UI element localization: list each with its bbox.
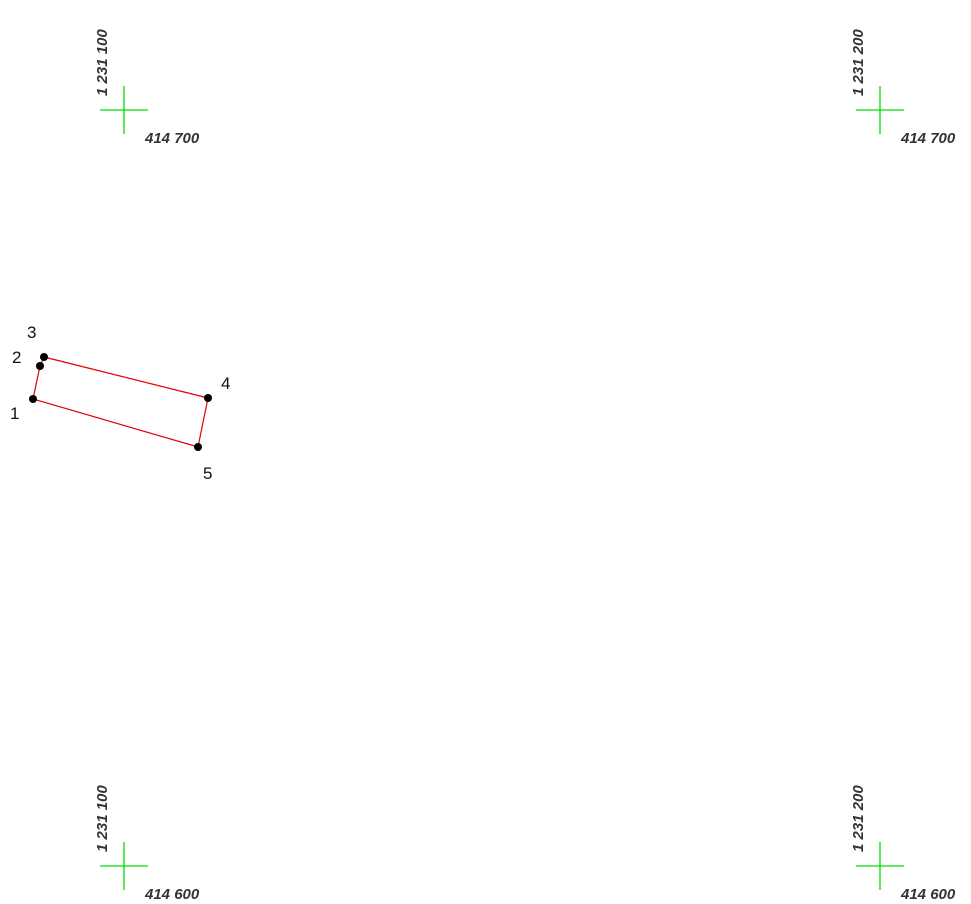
grid-northing-label: 1 231 100 <box>94 785 111 852</box>
survey-point-label-4: 4 <box>221 374 230 393</box>
grid-northing-label: 1 231 200 <box>850 785 867 852</box>
parcel: 1 2 3 4 5 <box>10 323 230 483</box>
survey-point-3[interactable] <box>40 353 48 361</box>
grid-northing-label: 1 231 200 <box>850 29 867 96</box>
grid-easting-label: 414 600 <box>900 886 956 903</box>
survey-point-label-1: 1 <box>10 404 19 423</box>
grid-easting-label: 414 700 <box>900 130 956 147</box>
parcel-boundary <box>32 356 209 448</box>
grid-cross-bottom-right: 414 600 1 231 200 <box>850 785 956 903</box>
grid-northing-label: 1 231 100 <box>94 29 111 96</box>
grid-cross-top-right: 414 700 1 231 200 <box>850 29 956 147</box>
grid-easting-label: 414 700 <box>144 130 200 147</box>
survey-point-4[interactable] <box>204 394 212 402</box>
survey-point-5[interactable] <box>194 443 202 451</box>
grid-cross-bottom-left: 414 600 1 231 100 <box>94 785 200 903</box>
grid-easting-label: 414 600 <box>144 886 200 903</box>
survey-point-label-2: 2 <box>12 348 21 367</box>
grid-cross-top-left: 414 700 1 231 100 <box>94 29 200 147</box>
survey-point-label-3: 3 <box>27 323 36 342</box>
survey-point-2[interactable] <box>36 362 44 370</box>
survey-point-label-5: 5 <box>203 464 212 483</box>
survey-point-1[interactable] <box>29 395 37 403</box>
